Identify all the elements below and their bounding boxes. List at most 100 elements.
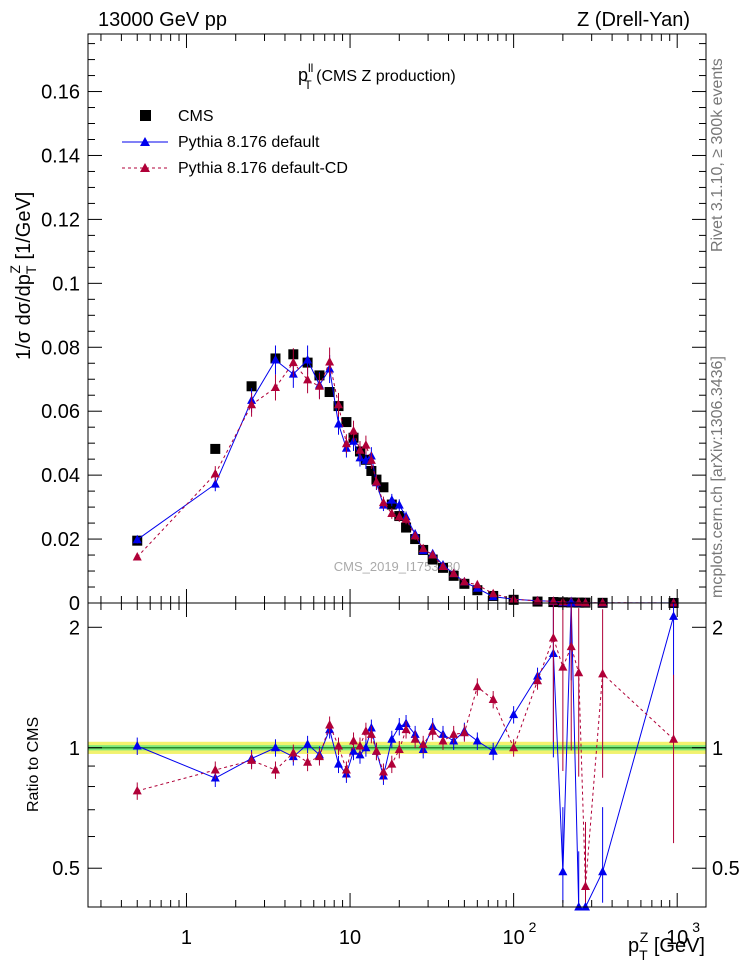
ratio-point xyxy=(598,668,608,678)
data-point xyxy=(132,551,142,561)
ratio-point xyxy=(566,641,576,651)
ratio-point xyxy=(341,764,351,774)
data-point xyxy=(533,595,543,605)
ratio-y-tick-label-left: 0.5 xyxy=(52,858,80,880)
ratio-point xyxy=(355,741,365,750)
ratio-point xyxy=(580,881,590,891)
data-point xyxy=(247,399,257,409)
x-tick-label: 1 xyxy=(181,927,192,949)
ratio-point xyxy=(509,742,519,752)
ratio-point xyxy=(270,742,280,752)
y-tick-label: 0.06 xyxy=(41,401,80,423)
data-point xyxy=(438,561,448,571)
process-label: Z (Drell-Yan) xyxy=(577,9,690,31)
data-point xyxy=(303,374,313,384)
data-point xyxy=(378,482,389,493)
data-point xyxy=(580,597,590,607)
ratio-series-1 xyxy=(132,603,679,903)
ratio-point xyxy=(488,746,498,755)
data-point xyxy=(410,530,420,540)
ratio-point xyxy=(387,759,397,768)
data-point xyxy=(598,597,608,607)
data-point xyxy=(349,426,359,435)
ratio-point xyxy=(558,662,568,671)
data-point xyxy=(341,438,351,448)
ratio-point xyxy=(334,741,344,750)
x-tick-label-exponent: 3 xyxy=(692,919,700,935)
data-point xyxy=(361,440,371,449)
ratio-point xyxy=(210,764,220,774)
ratio-series-0 xyxy=(132,598,679,911)
x-tick-label-exponent: 2 xyxy=(529,919,537,935)
ratio-point xyxy=(334,759,344,768)
y-axis-label-unit: [1/GeV] xyxy=(13,192,35,265)
data-point xyxy=(394,511,404,521)
data-point xyxy=(574,597,584,606)
ratio-point xyxy=(580,902,590,911)
data-point xyxy=(366,455,376,464)
ratio-point xyxy=(132,785,142,795)
data-point xyxy=(371,477,381,486)
ratio-point xyxy=(574,902,584,911)
rivet-version-label: Rivet 3.1.10, ≥ 300k events xyxy=(709,58,726,252)
ratio-y-tick-label-left: 2 xyxy=(69,617,80,639)
data-point xyxy=(378,497,388,507)
plot-title-main: p xyxy=(298,65,308,85)
ratio-point xyxy=(394,744,404,754)
mcplots-label: mcplots.cern.ch [arXiv:1306.3436] xyxy=(709,356,726,598)
data-point xyxy=(270,355,280,364)
ratio-point xyxy=(449,729,459,738)
ratio-point xyxy=(132,741,142,750)
data-point xyxy=(488,588,498,598)
ratio-point xyxy=(378,766,388,776)
ratio-point xyxy=(314,751,324,761)
ratio-y-tick-label-right: 2 xyxy=(712,617,723,639)
y-tick-label: 0.1 xyxy=(52,273,80,295)
ratio-point xyxy=(288,748,298,757)
legend: CMS Pythia 8.176 default Pythia 8.176 de… xyxy=(122,108,348,177)
ratio-point xyxy=(558,866,568,876)
legend-default-marker xyxy=(140,137,150,146)
ratio-point xyxy=(371,746,381,755)
ratio-point xyxy=(438,735,448,745)
ratio-point xyxy=(270,764,280,774)
x-axis-label-sub: T xyxy=(639,947,648,963)
data-point xyxy=(355,445,365,454)
ratio-point xyxy=(325,719,335,729)
y-tick-label: 0.12 xyxy=(41,209,80,231)
ratio-point xyxy=(533,675,543,685)
data-point xyxy=(387,495,397,504)
x-tick-label: 10 xyxy=(502,927,524,949)
x-axis-label-unit: [GeV] xyxy=(648,935,705,957)
ratio-point xyxy=(349,746,359,755)
data-point xyxy=(418,543,428,553)
legend-cd-label: Pythia 8.176 default-CD xyxy=(178,160,348,177)
legend-default-label: Pythia 8.176 default xyxy=(178,134,320,151)
ratio-point xyxy=(366,729,376,738)
ratio-point xyxy=(387,734,397,743)
ratio-point xyxy=(247,755,257,764)
data-point xyxy=(366,465,377,476)
ratio-point xyxy=(303,739,313,748)
data-point xyxy=(401,522,412,533)
data-point xyxy=(394,500,404,509)
ratio-point xyxy=(418,739,428,748)
legend-cms-label: CMS xyxy=(178,108,214,125)
ratio-point xyxy=(574,667,584,677)
ratio-point xyxy=(394,721,404,731)
ratio-point xyxy=(669,734,679,743)
data-point xyxy=(472,579,482,589)
x-tick-label: 10 xyxy=(339,927,361,949)
y-tick-label: 0 xyxy=(69,593,80,615)
data-point xyxy=(288,357,298,367)
plot-title-sub: T xyxy=(304,78,312,92)
ratio-point xyxy=(303,757,313,766)
ratio-point xyxy=(410,734,420,743)
y-tick-label: 0.02 xyxy=(41,529,80,551)
data-point xyxy=(270,382,280,392)
y-tick-label: 0.14 xyxy=(41,145,80,167)
ratio-line-1 xyxy=(137,636,674,887)
data-point xyxy=(427,554,438,565)
y-axis-label-main: 1/σ dσ/dp xyxy=(13,274,35,360)
